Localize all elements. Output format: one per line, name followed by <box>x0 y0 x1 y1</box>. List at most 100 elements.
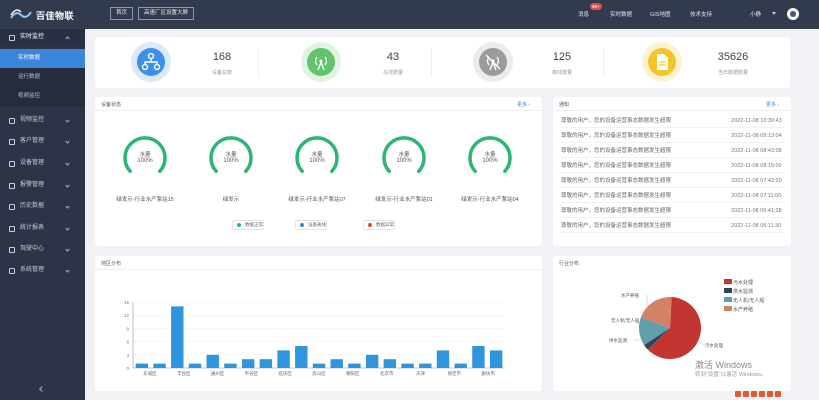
bar[interactable] <box>206 354 219 368</box>
logo[interactable]: 百佳物联 <box>10 7 90 23</box>
top-tab-home[interactable]: 首页 <box>110 7 134 20</box>
nav-support[interactable]: 技术支持 <box>690 12 713 18</box>
nav-realtime[interactable]: 实时数据 <box>610 12 633 18</box>
more-link[interactable]: 更多 › <box>517 102 531 108</box>
sidebar-item-history[interactable]: 历史数据 <box>0 198 85 215</box>
system-tray <box>735 391 797 399</box>
tray-icon[interactable] <box>775 391 781 397</box>
pie-slice[interactable] <box>647 297 701 359</box>
divider <box>258 48 259 77</box>
legend-normal[interactable]: 数据正常 <box>232 220 264 230</box>
bar[interactable] <box>365 354 379 368</box>
legend-offline[interactable]: 设备离线 <box>295 220 327 230</box>
avatar[interactable] <box>787 8 799 20</box>
gauge-device-name[interactable]: 绿发示-行业水产泵站04 <box>461 197 519 203</box>
panel-title: 地区分布 <box>101 261 122 267</box>
tray-icon[interactable] <box>743 391 749 397</box>
bar[interactable] <box>472 346 485 368</box>
brand-name: 百佳物联 <box>36 10 75 21</box>
bar[interactable] <box>241 359 255 368</box>
bar[interactable] <box>135 363 149 368</box>
top-tab-dashboard[interactable]: 高速厂区设置大屏 <box>138 7 195 20</box>
sidebar-item-center[interactable]: 驾驶中心 <box>0 241 85 258</box>
notice-time: 2022-11-08 07:42:20 <box>731 178 782 184</box>
pie-slice[interactable] <box>644 328 670 350</box>
tray-icon[interactable] <box>759 391 765 397</box>
notice-item[interactable]: 尊敬的用户，您的设备运营事态数据发生超限 2022-11-08 09:13:04 <box>559 131 785 143</box>
legend-abnormal[interactable]: 数据异常 <box>363 220 395 230</box>
sidebar-item-reports[interactable]: 统计报表 <box>0 220 85 237</box>
notice-item[interactable]: 尊敬的用户，您的设备运营事态数据发生超限 2022-11-08 08:43:08 <box>559 146 785 158</box>
sidebar-subitem-run-data[interactable]: 运行数据 <box>0 68 85 87</box>
gauge-device-name[interactable]: 绿发示-行业水产泵站15 <box>116 197 174 203</box>
nav-messages[interactable]: 消息 <box>578 12 590 18</box>
notice-item[interactable]: 尊敬的用户，您的设备运营事态数据发生超限 2022-11-08 06:11:30 <box>559 221 785 233</box>
sidebar-subitem-video[interactable]: 视频监控 <box>0 87 85 106</box>
stat-label: 离线数量 <box>551 70 572 76</box>
bar[interactable] <box>436 350 450 368</box>
chevron-down-icon[interactable] <box>772 12 776 15</box>
pie-slice[interactable] <box>639 316 670 345</box>
legend-label: 数据异常 <box>376 222 394 227</box>
message-count-badge: 99+ <box>590 3 602 10</box>
sidebar-subitem-realtime-data[interactable]: 实时数据 <box>0 49 85 68</box>
sidebar-item-system[interactable]: 系统管理 <box>0 262 85 279</box>
sidebar-item-realtime-monitor[interactable]: 实时监控 <box>0 29 85 46</box>
legend-label: 设备离线 <box>308 222 326 227</box>
notice-item[interactable]: 尊敬的用户，您的设备运营事态数据发生超限 2022-11-08 10:30:43 <box>559 116 785 128</box>
divider <box>95 269 542 270</box>
bar[interactable] <box>348 363 361 368</box>
tray-icon[interactable] <box>767 391 773 397</box>
bar[interactable] <box>383 359 397 368</box>
legend-dot <box>368 223 372 227</box>
sidebar-item-alarms[interactable]: 报警管理 <box>0 177 85 194</box>
bar[interactable] <box>171 306 184 368</box>
pie-legend-item[interactable]: 供水监测 <box>724 288 753 295</box>
notice-item[interactable]: 尊敬的用户，您的设备运营事态数据发生超限 2022-11-08 06:41:38 <box>559 206 785 218</box>
sidebar-item-label: 视频监控 <box>20 117 45 123</box>
gauge-device-name[interactable]: 绿发示-行业水产泵站01 <box>375 197 433 203</box>
chevron-down-icon <box>65 118 70 123</box>
collapse-sidebar-icon[interactable] <box>39 386 45 392</box>
pie-legend-item[interactable]: 水产养殖 <box>724 306 753 313</box>
sidebar-item-devices[interactable]: 设备管理 <box>0 155 85 172</box>
bar[interactable] <box>330 359 343 368</box>
stat-label: 在线数量 <box>382 70 403 76</box>
notice-item[interactable]: 尊敬的用户，您的设备运营事态数据发生超限 2022-11-08 07:11:00 <box>559 191 785 203</box>
bar[interactable] <box>188 363 202 368</box>
legend-label: 数据正常 <box>245 222 263 227</box>
bar[interactable] <box>419 363 432 368</box>
x-tick-label: 廊坊市 <box>481 370 495 377</box>
bar[interactable] <box>224 363 237 368</box>
chevron-up-icon <box>65 36 70 41</box>
pie-slice[interactable] <box>641 297 672 328</box>
bar[interactable] <box>277 350 290 368</box>
sidebar-item-label: 报警管理 <box>20 182 45 188</box>
nav-gis[interactable]: GIS地图 <box>650 12 671 18</box>
bar[interactable] <box>312 363 326 368</box>
bar[interactable] <box>454 363 467 368</box>
notice-item[interactable]: 尊敬的用户，您的设备运营事态数据发生超限 2022-11-08 07:42:20 <box>559 176 785 188</box>
legend-swatch <box>724 306 732 311</box>
notice-item[interactable]: 尊敬的用户，您的设备运营事态数据发生超限 2022-11-08 08:15:00 <box>559 161 785 173</box>
bar[interactable] <box>153 363 166 368</box>
pie-legend-item[interactable]: 污水处理 <box>724 279 753 286</box>
gauge-device-name[interactable]: 绿发示-行业水产泵站07 <box>288 197 346 203</box>
user-name[interactable]: 小静 <box>750 12 762 18</box>
sidebar-item-video-monitor[interactable]: 视频监控 <box>0 112 85 129</box>
pie-legend-item[interactable]: 无人机/无人船 <box>724 297 764 304</box>
sidebar-item-customers[interactable]: 客户管理 <box>0 133 85 150</box>
x-tick-label: 延庆区 <box>278 370 292 377</box>
gauge-device-name[interactable]: 绿发示 <box>222 197 240 203</box>
bar[interactable] <box>401 363 414 368</box>
bar[interactable] <box>295 346 308 368</box>
bar[interactable] <box>489 350 503 368</box>
more-link[interactable]: 更多 › <box>766 102 780 108</box>
region-chart-panel: 地区分布 0 3 6 9 12 15 东城区 丰台区 通州区 平谷区 延庆区 房山区 朝阳区 北京市 天津 保… <box>95 256 542 391</box>
tray-icon[interactable] <box>735 391 741 397</box>
alarm-icon <box>9 183 15 189</box>
tray-icon[interactable] <box>751 391 757 397</box>
bar[interactable] <box>259 359 273 368</box>
camera-icon <box>9 118 15 124</box>
